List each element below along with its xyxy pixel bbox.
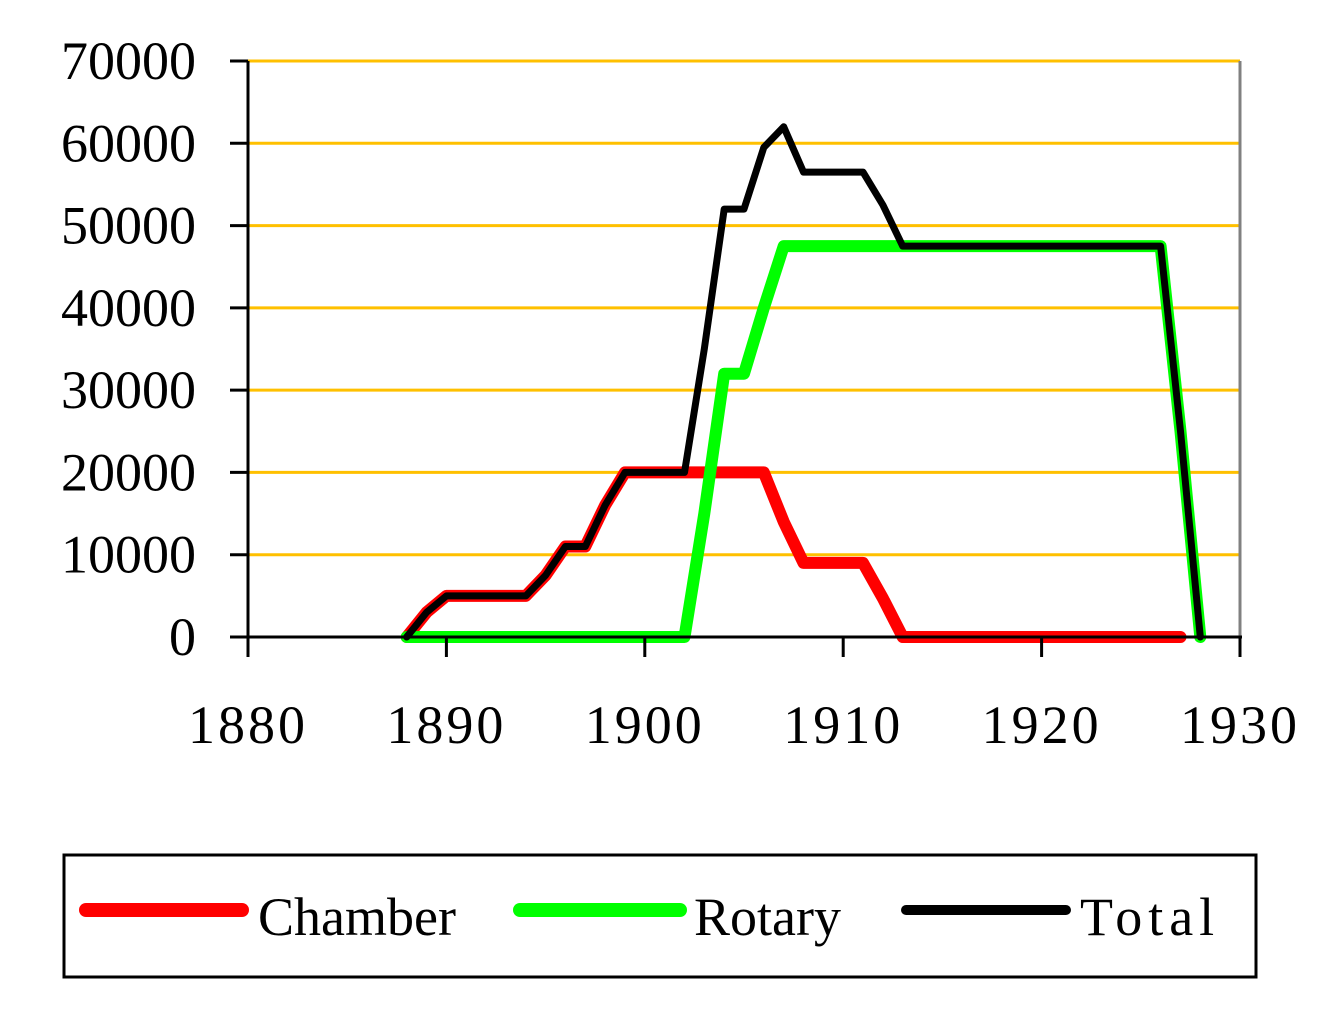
- grid-lines: [248, 59, 1240, 557]
- y-tick-label-0: 0: [169, 607, 196, 667]
- y-tick-label-40000: 40000: [61, 278, 196, 338]
- series-line-rotary: [400, 240, 1207, 643]
- legend-label-rotary: Rotary: [694, 887, 841, 947]
- legend: Chamber Rotary Total: [62, 853, 1258, 979]
- series-line-total: [403, 123, 1204, 641]
- y-tick-label-30000: 30000: [61, 360, 196, 420]
- series-lines: [400, 123, 1207, 643]
- x-tick-label-1890: 1890: [386, 695, 506, 755]
- y-tick-label-70000: 70000: [61, 31, 196, 91]
- y-tick-label-60000: 60000: [61, 113, 196, 173]
- y-tick-label-10000: 10000: [61, 525, 196, 585]
- legend-label-chamber: Chamber: [258, 887, 456, 947]
- axes: 0 10000 20000 30000 40000 50000 60000 70000 1880…: [61, 31, 1300, 755]
- x-tick-label-1930: 1930: [1180, 695, 1300, 755]
- y-tick-label-20000: 20000: [61, 442, 196, 502]
- x-tick-label-1920: 1920: [982, 695, 1102, 755]
- x-tick-label-1880: 1880: [188, 695, 308, 755]
- x-tick-label-1910: 1910: [783, 695, 903, 755]
- y-tick-label-50000: 50000: [61, 196, 196, 256]
- x-tick-label-1900: 1900: [585, 695, 705, 755]
- legend-label-total: Total: [1080, 887, 1220, 947]
